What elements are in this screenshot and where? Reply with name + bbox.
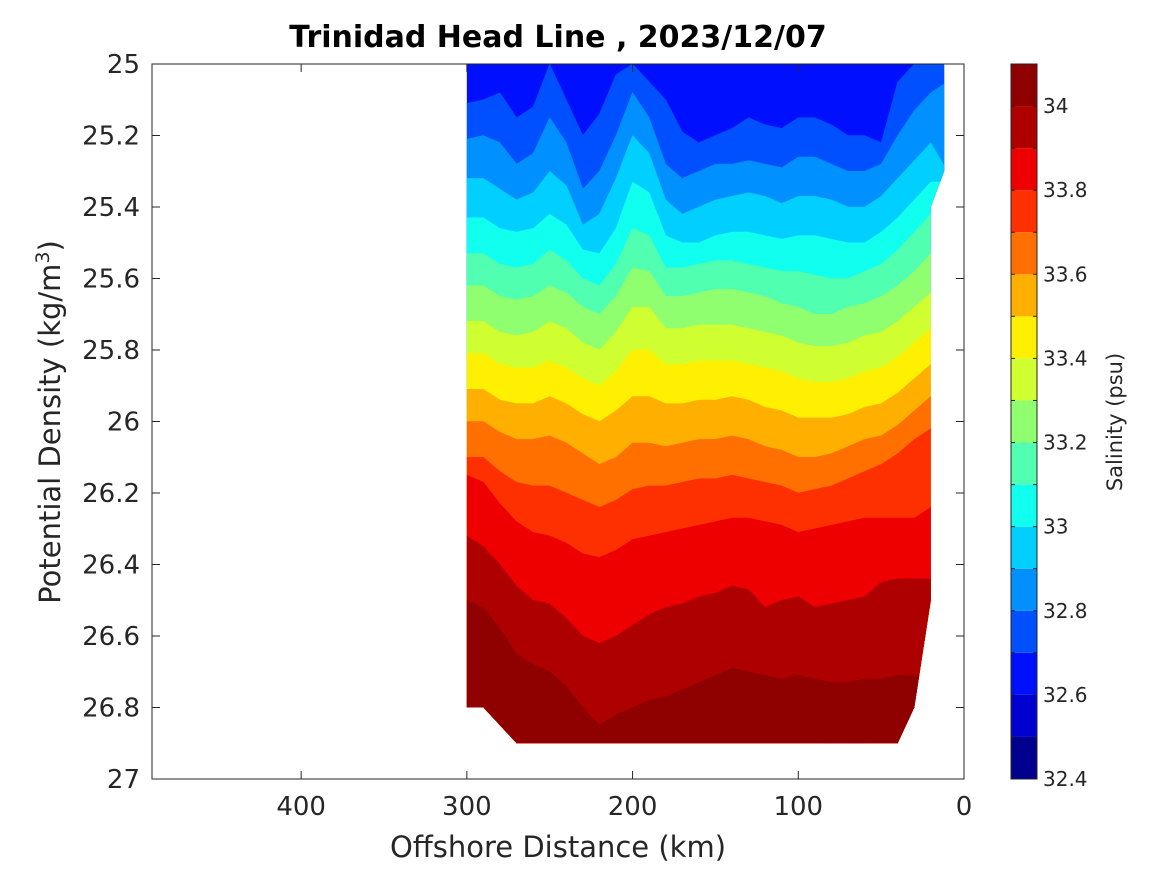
salinity-contour-fill — [466, 64, 945, 744]
y-axis-label-text: Potential Density (kg/m — [33, 264, 67, 604]
colorbar-frame — [1010, 63, 1038, 780]
x-axis-label: Offshore Distance (km) — [390, 830, 726, 864]
chart-title: Trinidad Head Line , 2023/12/07 — [289, 20, 826, 55]
x-tick-label: 100 — [773, 792, 823, 822]
x-tick-label: 0 — [956, 792, 973, 822]
y-tick-label: 26.2 — [82, 479, 140, 509]
colorbar-label: Salinity (psu) — [1103, 353, 1127, 491]
y-tick-label: 25.6 — [82, 265, 140, 295]
y-tick-label: 25.4 — [82, 193, 140, 223]
colorbar-tick-label: 32.8 — [1043, 599, 1088, 623]
y-tick-label: 26.6 — [82, 622, 140, 652]
colorbar-swatch — [1011, 526, 1037, 569]
x-tick-label: 200 — [608, 792, 658, 822]
y-tick-label: 27 — [107, 765, 140, 795]
colorbar-swatch — [1011, 400, 1037, 443]
y-tick-label: 26.8 — [82, 694, 140, 724]
x-tick-label: 400 — [276, 792, 326, 822]
colorbar-swatch — [1011, 694, 1037, 737]
y-tick-label: 25 — [107, 50, 140, 80]
colorbar: 32.4 32.6 32.8 33 33.2 33.4 33.6 33.8 34 — [1010, 63, 1088, 791]
colorbar-swatch — [1011, 568, 1037, 611]
y-tick-label: 25.2 — [82, 122, 140, 152]
colorbar-tick-label: 33.8 — [1043, 178, 1088, 202]
y-axis-label: Potential Density (kg/m3) — [32, 240, 67, 604]
colorbar-swatch — [1011, 106, 1037, 149]
contour-band — [466, 600, 945, 744]
colorbar-swatch — [1011, 358, 1037, 401]
y-tick-label: 25.8 — [82, 336, 140, 366]
colorbar-tick-label: 32.4 — [1043, 767, 1088, 791]
colorbar-swatch — [1011, 442, 1037, 485]
colorbar-swatch — [1011, 190, 1037, 233]
colorbar-swatch — [1011, 484, 1037, 527]
y-axis: 25 25.2 25.4 25.6 25.8 26 26.2 26.4 26.6 26.8 27 — [82, 50, 964, 795]
colorbar-swatch — [1011, 274, 1037, 317]
y-tick-label: 26 — [107, 408, 140, 438]
colorbar-tick-label: 33 — [1043, 515, 1068, 539]
colorbar-tick-label: 33.6 — [1043, 262, 1088, 286]
colorbar-swatch — [1011, 316, 1037, 359]
y-tick-label: 26.4 — [82, 551, 140, 581]
colorbar-tick-label: 34 — [1043, 94, 1068, 118]
colorbar-tick-label: 33.2 — [1043, 431, 1088, 455]
y-axis-label-close: ) — [33, 240, 67, 251]
colorbar-swatch — [1011, 652, 1037, 695]
y-axis-label-superscript: 3 — [32, 251, 54, 263]
x-axis: 400 300 200 100 0 — [276, 64, 972, 822]
colorbar-tick-label: 32.6 — [1043, 683, 1088, 707]
colorbar-swatch — [1011, 232, 1037, 275]
colorbar-swatch — [1011, 610, 1037, 653]
x-tick-label: 300 — [442, 792, 492, 822]
colorbar-tick-label: 33.4 — [1043, 346, 1088, 370]
colorbar-swatch — [1011, 736, 1037, 779]
colorbar-swatch — [1011, 148, 1037, 191]
colorbar-swatch — [1011, 64, 1037, 107]
